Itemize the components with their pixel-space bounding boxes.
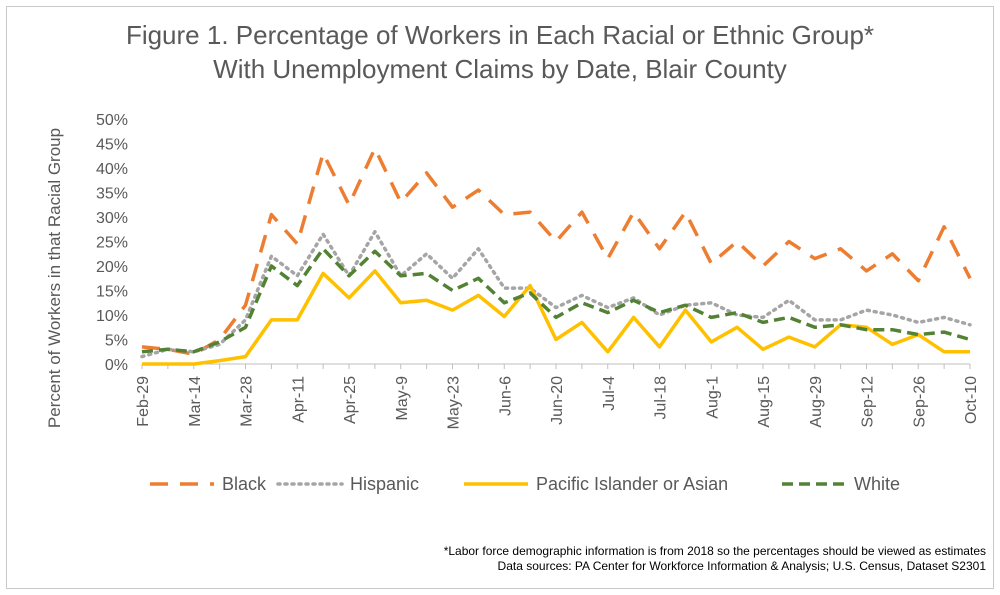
y-tick-label: 25%: [96, 235, 128, 252]
x-tick-label: Jul-4: [601, 376, 618, 411]
x-tick-label: Aug-1: [704, 376, 721, 419]
legend: Black Hispanic Pacific Islander or Asian Wh…: [150, 474, 900, 494]
legend-label: Hispanic: [350, 474, 419, 494]
legend-label: White: [854, 474, 900, 494]
series-line-black: [141, 146, 972, 356]
x-tick-label: Apr-25: [342, 376, 359, 424]
y-tick-label: 15%: [96, 284, 128, 301]
x-tick-label: Mar-28: [239, 376, 256, 427]
x-tick-label: Apr-11: [290, 376, 307, 423]
series-line-hispanic: [140, 229, 972, 359]
x-tick-label: Aug-15: [756, 376, 773, 428]
chart-axes: 0% 5% 10% 15% 20% 25% 30% 35% 40% 45% 50% Feb-29 Mar…: [96, 112, 980, 429]
footnote-data-sources: Data sources: PA Center for Workforce In…: [497, 559, 986, 573]
y-tick-label: 50%: [96, 112, 128, 129]
y-tick-label: 10%: [96, 308, 128, 325]
x-tick-label: Aug-29: [808, 376, 825, 428]
legend-label: Pacific Islander or Asian: [536, 474, 728, 494]
series-line-pacific-islander-or-asian: [142, 269, 970, 366]
footnote-estimate: *Labor force demographic information is …: [443, 544, 986, 558]
chart-title-line-1: Figure 1. Percentage of Workers in Each …: [125, 20, 875, 50]
y-tick-label: 20%: [96, 259, 128, 276]
x-tick-label: Feb-29: [135, 376, 152, 427]
x-tick-label: Sep-12: [860, 376, 877, 428]
chart-title: Figure 1. Percentage of Workers in Each …: [0, 18, 1000, 86]
y-tick-label: 35%: [96, 186, 128, 203]
y-tick-label: 40%: [96, 161, 128, 178]
y-tick-label: 5%: [105, 333, 128, 350]
legend-label: Black: [222, 474, 267, 494]
y-tick-label: 0%: [105, 357, 128, 374]
x-tick-label: Sep-26: [911, 376, 928, 428]
y-tick-label: 45%: [96, 137, 128, 154]
x-tick-label: Oct-10: [963, 376, 980, 424]
x-tick-label: May-9: [394, 376, 411, 421]
x-tick-label: Jul-18: [653, 376, 670, 420]
series-line-white: [141, 247, 971, 354]
x-tick-label: Jun-20: [549, 376, 566, 425]
y-axis-label: Percent of Workers in that Racial Group: [45, 128, 64, 428]
y-tick-label: 30%: [96, 210, 128, 227]
chart-title-line-2: With Unemployment Claims by Date, Blair …: [213, 54, 787, 84]
plot-area: [140, 146, 972, 366]
footnotes: *Labor force demographic information is …: [444, 544, 986, 574]
x-tick-label: Mar-14: [187, 376, 204, 427]
x-tick-label: Jun-6: [497, 376, 514, 416]
x-tick-label: May-23: [446, 376, 463, 429]
